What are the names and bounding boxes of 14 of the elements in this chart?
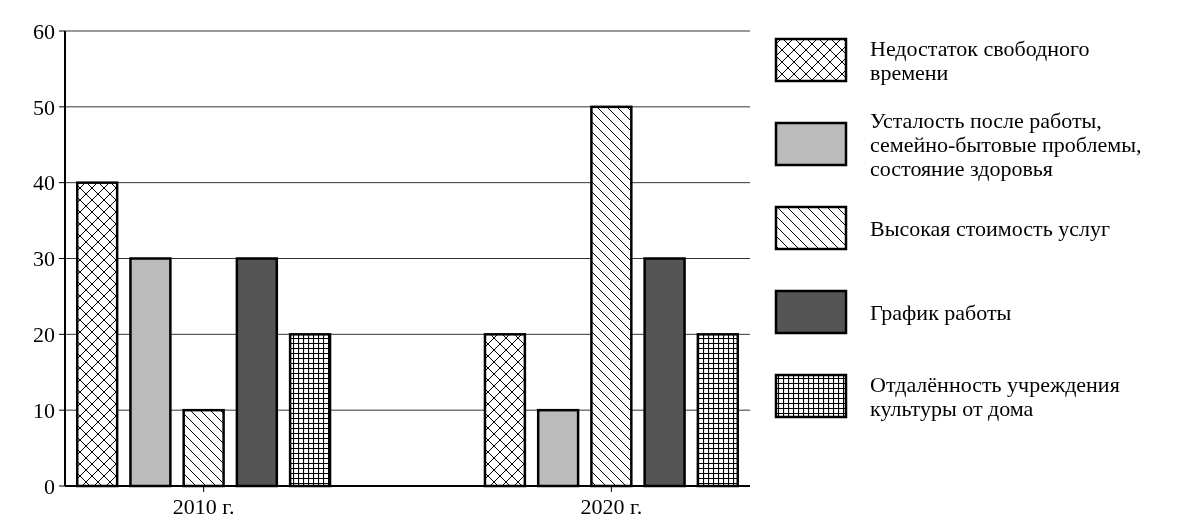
y-tick-label: 50 (33, 94, 55, 120)
y-tick-label: 10 (33, 397, 55, 423)
legend-label: График работы (870, 299, 1012, 325)
y-tick-label: 30 (33, 246, 55, 272)
legend-label: Высокая стоимость услуг (870, 215, 1110, 241)
y-tick-label: 60 (33, 18, 55, 44)
y-tick-label: 0 (44, 473, 55, 499)
legend-label: Недостаток свободного времени (870, 35, 1090, 85)
x-tick-label: 2010 г. (172, 494, 235, 519)
legend-label: Отдалённость учреждения культуры от дома (870, 371, 1120, 421)
y-tick-label: 20 (33, 322, 55, 348)
y-tick-label: 40 (33, 170, 55, 196)
x-tick-label: 2020 г. (580, 494, 643, 519)
legend-label: Усталость после работы, семейно-бытовые проблемы, состояние здоровья (870, 107, 1142, 181)
